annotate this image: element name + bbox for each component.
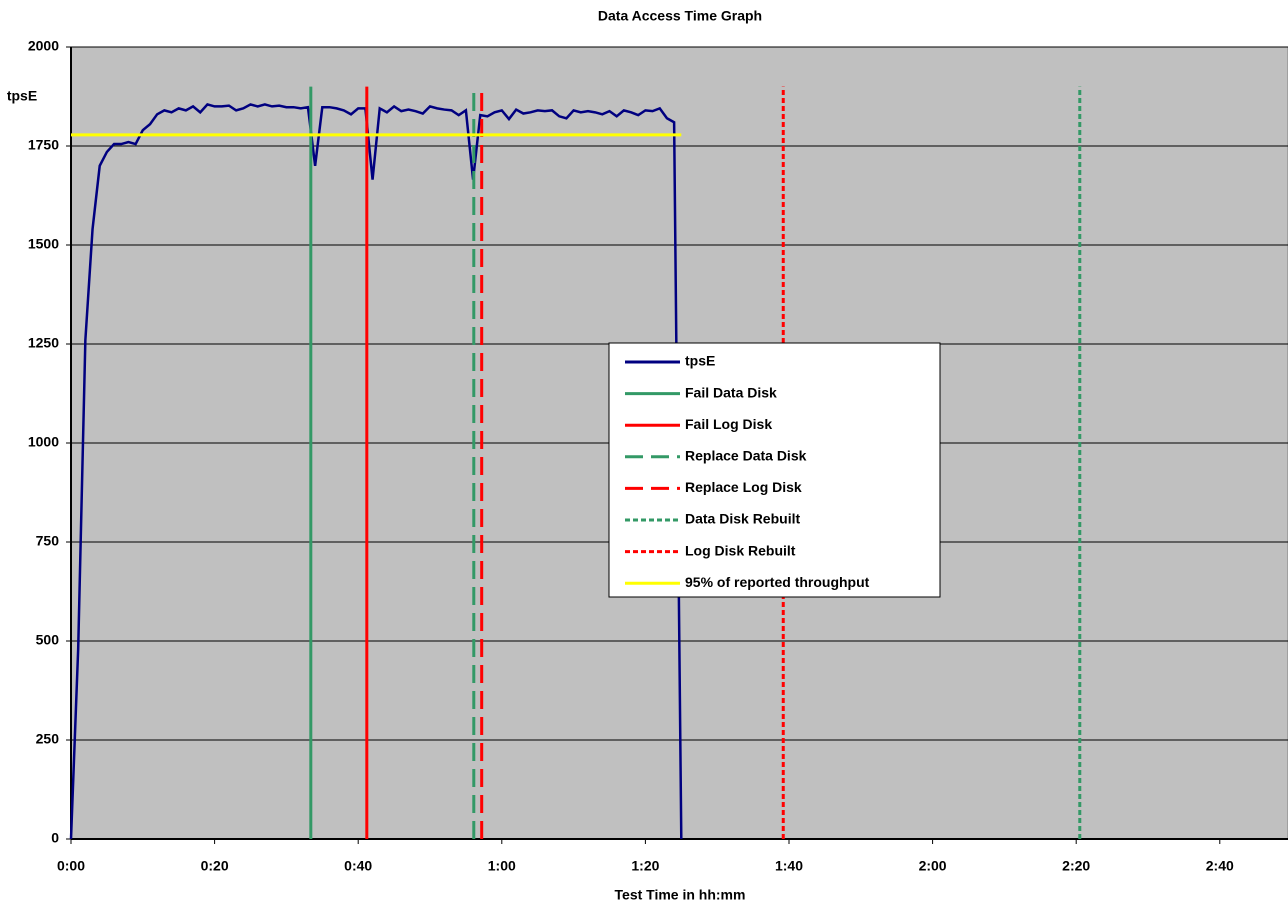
chart-title: Data Access Time Graph [598,8,762,24]
y-tick-label: 750 [36,533,60,549]
y-tick-label: 500 [36,632,60,648]
y-tick-label: 1000 [28,434,59,450]
y-tick-label: 250 [36,731,60,747]
series-line [69,103,683,840]
y-tick-label: 0 [51,830,59,846]
legend-label: Replace Data Disk [685,448,807,464]
x-tick-label: 1:00 [488,858,516,874]
x-tick-label: 1:20 [631,858,659,874]
legend-label: Data Disk Rebuilt [685,511,800,527]
y-tick-label: 1250 [28,335,59,351]
x-tick-label: 2:00 [919,858,947,874]
y-tick-label: 2000 [28,38,59,54]
x-tick-label: 2:40 [1206,858,1234,874]
y-axis-title: tpsE [7,88,37,104]
x-tick-label: 1:40 [775,858,803,874]
legend-label: Fail Data Disk [685,384,777,400]
x-tick-label: 0:00 [57,858,85,874]
x-tick-label: 2:20 [1062,858,1090,874]
legend-label: Log Disk Rebuilt [685,542,796,558]
legend-label: tpsE [685,353,715,369]
x-axis-title: Test Time in hh:mm [615,887,746,903]
y-tick-label: 1500 [28,236,59,252]
legend-label: Fail Log Disk [685,416,772,432]
legend-box [608,342,941,598]
x-tick-label: 0:20 [201,858,229,874]
legend-label: Replace Log Disk [685,479,802,495]
y-tick-label: 1750 [28,137,59,153]
legend-label: 95% of reported throughput [685,574,870,590]
x-tick-label: 0:40 [344,858,372,874]
